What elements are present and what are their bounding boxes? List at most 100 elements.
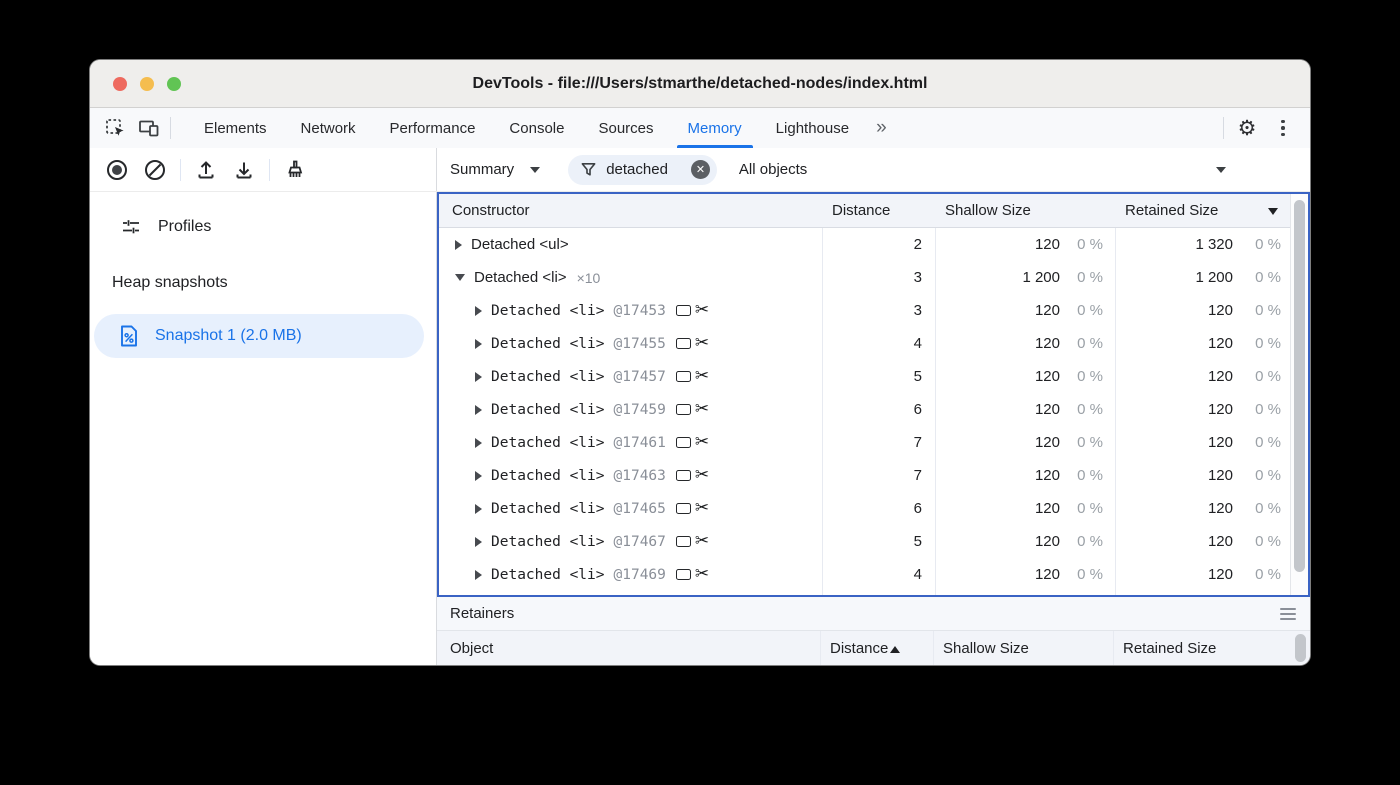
- retained-size-cell-value: 120: [1207, 401, 1233, 418]
- retainers-menu-icon[interactable]: [1280, 607, 1296, 620]
- expand-arrow-icon[interactable]: [475, 470, 482, 481]
- filter-funnel-icon: [581, 163, 596, 176]
- expand-arrow-icon[interactable]: [475, 338, 482, 349]
- record-heap-icon[interactable]: [104, 157, 130, 183]
- constructor-cell: Detached <li> @17453 ✂: [439, 302, 822, 319]
- shallow-size-cell-value: 120: [1034, 236, 1060, 253]
- expand-arrow-icon[interactable]: [475, 536, 482, 547]
- class-filter-input[interactable]: detached ✕: [568, 154, 717, 185]
- tab-elements[interactable]: Elements: [204, 119, 267, 137]
- heap-row[interactable]: Detached <li> @17469 ✂ 4 120 0 % 120 0 %: [439, 558, 1290, 591]
- tab-console[interactable]: Console: [509, 119, 565, 137]
- shallow-size-cell-value: 120: [1034, 368, 1060, 385]
- heap-snapshot-grid: Constructor Distance Shallow Size Retain…: [437, 192, 1310, 597]
- shallow-size-cell-percent: 0 %: [1077, 335, 1103, 352]
- constructor-label: Detached <li>: [491, 434, 605, 451]
- kebab-menu-icon[interactable]: [1270, 115, 1296, 141]
- retained-size-cell-percent: 0 %: [1255, 434, 1281, 451]
- reveal-node-icon[interactable]: [675, 371, 691, 382]
- reveal-node-icon[interactable]: [675, 404, 691, 415]
- tab-memory[interactable]: Memory: [671, 108, 759, 148]
- reveal-node-icon[interactable]: [675, 503, 691, 514]
- collapse-arrow-icon[interactable]: [455, 274, 465, 281]
- constructor-label: Detached <li>: [491, 302, 605, 319]
- sidebar-item-snapshot-1[interactable]: Snapshot 1 (2.0 MB): [94, 314, 424, 358]
- sidebar-item-profiles[interactable]: Profiles: [90, 206, 436, 248]
- objects-scope-select[interactable]: All objects: [738, 161, 808, 178]
- load-profile-icon[interactable]: [193, 157, 219, 183]
- clean-garbage-broom-icon[interactable]: [282, 157, 308, 183]
- grid-scrollbar[interactable]: [1290, 194, 1308, 595]
- tab-sources[interactable]: Sources: [598, 119, 654, 137]
- expand-arrow-icon[interactable]: [455, 239, 462, 250]
- retained-size-cell: 1 320 0 %: [1115, 236, 1288, 253]
- perspective-select[interactable]: Summary: [450, 161, 541, 178]
- clear-filter-icon[interactable]: ✕: [690, 160, 710, 179]
- tab-network[interactable]: Network: [300, 119, 356, 137]
- column-header-constructor[interactable]: Constructor: [452, 202, 530, 219]
- distance-cell: 7: [913, 434, 922, 451]
- device-toolbar-icon[interactable]: [136, 115, 162, 141]
- tab-performance[interactable]: Performance: [389, 119, 476, 137]
- expand-arrow-icon[interactable]: [475, 437, 482, 448]
- tab-lighthouse[interactable]: Lighthouse: [775, 119, 850, 137]
- save-profile-icon[interactable]: [231, 157, 257, 183]
- clear-profiles-icon[interactable]: [142, 157, 168, 183]
- memory-toolbar: Summary detached ✕ All objects: [90, 148, 1310, 192]
- shallow-size-cell-percent: 0 %: [1077, 401, 1103, 418]
- shallow-size-cell: 1 200 0 %: [935, 269, 1115, 286]
- expand-arrow-icon[interactable]: [475, 305, 482, 316]
- reveal-node-icon[interactable]: [675, 470, 691, 481]
- objects-scope-chevron-icon[interactable]: [1216, 167, 1226, 173]
- expand-arrow-icon[interactable]: [475, 404, 482, 415]
- shallow-size-cell: 120 0 %: [935, 302, 1115, 319]
- distance-cell: 5: [913, 533, 922, 550]
- detached-scissors-icon: ✂: [694, 566, 710, 583]
- heap-row[interactable]: Detached <li> @17459 ✂ 6 120 0 % 120 0 %: [439, 393, 1290, 426]
- grid-scrollbar-thumb[interactable]: [1294, 200, 1305, 572]
- retainers-scrollbar-thumb[interactable]: [1295, 634, 1306, 662]
- window-title: DevTools - file:///Users/stmarthe/detach…: [472, 74, 928, 92]
- reveal-node-icon[interactable]: [675, 569, 691, 580]
- retainers-column-shallow-size[interactable]: Shallow Size: [943, 639, 1029, 657]
- object-id: @17461: [613, 434, 666, 451]
- tune-sliders-icon: [120, 216, 142, 238]
- retained-size-cell-percent: 0 %: [1255, 500, 1281, 517]
- reveal-node-icon[interactable]: [675, 305, 691, 316]
- retained-size-cell: 120 0 %: [1115, 335, 1288, 352]
- heap-row[interactable]: Detached <li> @17455 ✂ 4 120 0 % 120 0 %: [439, 327, 1290, 360]
- column-header-shallow-size[interactable]: Shallow Size: [945, 202, 1031, 219]
- reveal-node-icon[interactable]: [675, 536, 691, 547]
- inspect-element-icon[interactable]: [102, 115, 128, 141]
- heap-row[interactable]: Detached <li> @17453 ✂ 3 120 0 % 120 0 %: [439, 294, 1290, 327]
- shallow-size-cell-value: 120: [1034, 500, 1060, 517]
- close-window-button[interactable]: [113, 77, 127, 91]
- retained-size-cell-percent: 0 %: [1255, 533, 1281, 550]
- constructor-cell: Detached <li> @17467 ✂: [439, 533, 822, 550]
- more-tabs-button[interactable]: »: [876, 117, 887, 138]
- heap-row[interactable]: Detached <li> @17463 ✂ 7 120 0 % 120 0 %: [439, 459, 1290, 492]
- heap-row[interactable]: Detached <li> @17461 ✂ 7 120 0 % 120 0 %: [439, 426, 1290, 459]
- reveal-node-icon[interactable]: [675, 338, 691, 349]
- column-header-distance[interactable]: Distance: [832, 202, 891, 219]
- expand-arrow-icon[interactable]: [475, 371, 482, 382]
- heap-row[interactable]: Detached <ul> 2 120 0 % 1 320 0 %: [439, 228, 1290, 261]
- shallow-size-cell-value: 1 200: [1022, 269, 1060, 286]
- retainers-column-distance[interactable]: Distance: [830, 631, 901, 665]
- heap-row[interactable]: Detached <li> @17457 ✂ 5 120 0 % 120 0 %: [439, 360, 1290, 393]
- zoom-window-button[interactable]: [167, 77, 181, 91]
- reveal-node-icon[interactable]: [675, 437, 691, 448]
- settings-gear-icon[interactable]: ⚙: [1237, 116, 1257, 140]
- retainers-column-retained-size[interactable]: Retained Size: [1123, 639, 1217, 657]
- column-header-retained-size[interactable]: Retained Size: [1125, 202, 1219, 219]
- constructor-label: Detached <li>: [491, 566, 605, 583]
- heap-row[interactable]: Detached <li> @17465 ✂ 6 120 0 % 120 0 %: [439, 492, 1290, 525]
- heap-row[interactable]: Detached <li> @17467 ✂ 5 120 0 % 120 0 %: [439, 525, 1290, 558]
- heap-row[interactable]: Detached <li> ×10 3 1 200 0 % 1 200 0 %: [439, 261, 1290, 294]
- expand-arrow-icon[interactable]: [475, 569, 482, 580]
- heap-row[interactable]: Detached <li>✂: [439, 591, 1290, 595]
- minimize-window-button[interactable]: [140, 77, 154, 91]
- retainers-column-object[interactable]: Object: [450, 639, 494, 657]
- expand-arrow-icon[interactable]: [475, 503, 482, 514]
- shallow-size-cell-value: 120: [1034, 533, 1060, 550]
